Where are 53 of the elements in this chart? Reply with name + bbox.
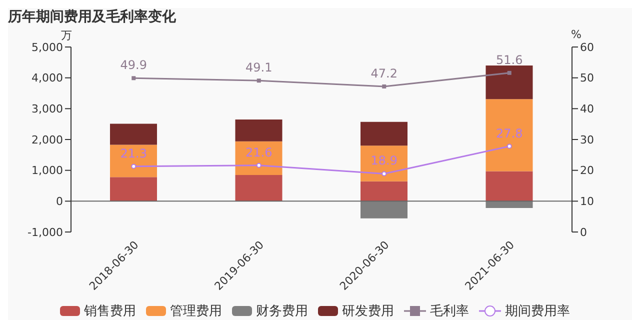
data-label: 18.9 bbox=[370, 154, 398, 168]
y-tick-label: 0 bbox=[56, 195, 63, 208]
y2-tick-label: 30 bbox=[580, 133, 594, 146]
y-tick-label: 5,000 bbox=[32, 40, 63, 54]
y-tick-label: -1,000 bbox=[28, 226, 63, 239]
chart-title: 历年期间费用及毛利率变化 bbox=[8, 8, 176, 26]
data-label: 49.1 bbox=[246, 60, 272, 75]
y-tick-label: 3,000 bbox=[32, 102, 63, 116]
data-label: 51.6 bbox=[496, 52, 523, 67]
point bbox=[382, 84, 386, 88]
bar bbox=[486, 66, 533, 100]
point bbox=[131, 164, 136, 169]
bar bbox=[235, 174, 282, 202]
data-label: 27.8 bbox=[496, 126, 523, 140]
bar bbox=[360, 181, 408, 202]
data-label: 47.2 bbox=[370, 66, 398, 80]
point bbox=[256, 78, 261, 83]
bar bbox=[486, 171, 533, 202]
bar bbox=[486, 201, 533, 208]
y2-tick-label: 60 bbox=[580, 40, 594, 54]
y2-tick-label: 0 bbox=[580, 226, 587, 239]
y2-tick-label: 40 bbox=[580, 102, 594, 116]
y2-tick-label: 20 bbox=[580, 164, 594, 178]
bar bbox=[235, 119, 282, 142]
data-label: 21.3 bbox=[120, 146, 147, 160]
y2-tick-label: 10 bbox=[580, 195, 594, 208]
bar bbox=[110, 144, 157, 178]
y-tick-label: 1,000 bbox=[32, 164, 63, 178]
bar bbox=[360, 122, 408, 146]
legend-label: 管理费用 bbox=[170, 303, 222, 320]
legend-label: 财务费用 bbox=[256, 303, 308, 320]
bar bbox=[110, 177, 157, 202]
bar bbox=[110, 124, 157, 145]
data-label: 21.6 bbox=[246, 145, 272, 160]
y-axis-title: 万 bbox=[61, 28, 72, 42]
y2-tick-label: 50 bbox=[580, 72, 594, 85]
legend-label: 研发费用 bbox=[342, 303, 394, 320]
y2-axis-title: % bbox=[571, 28, 582, 41]
bar bbox=[360, 201, 408, 218]
point bbox=[132, 76, 136, 80]
legend-label: 毛利率 bbox=[430, 303, 469, 320]
bar bbox=[360, 146, 408, 182]
point bbox=[507, 70, 512, 75]
y-tick-label: 2,000 bbox=[32, 133, 63, 146]
bar bbox=[235, 141, 282, 175]
point bbox=[506, 144, 512, 149]
point bbox=[382, 171, 387, 176]
legend-label: 销售费用 bbox=[84, 303, 136, 320]
data-label: 49.9 bbox=[120, 58, 147, 72]
bar bbox=[486, 99, 533, 172]
legend-label: 期间费用率 bbox=[505, 303, 570, 320]
y-tick-label: 4,000 bbox=[32, 72, 63, 85]
point bbox=[256, 162, 262, 168]
